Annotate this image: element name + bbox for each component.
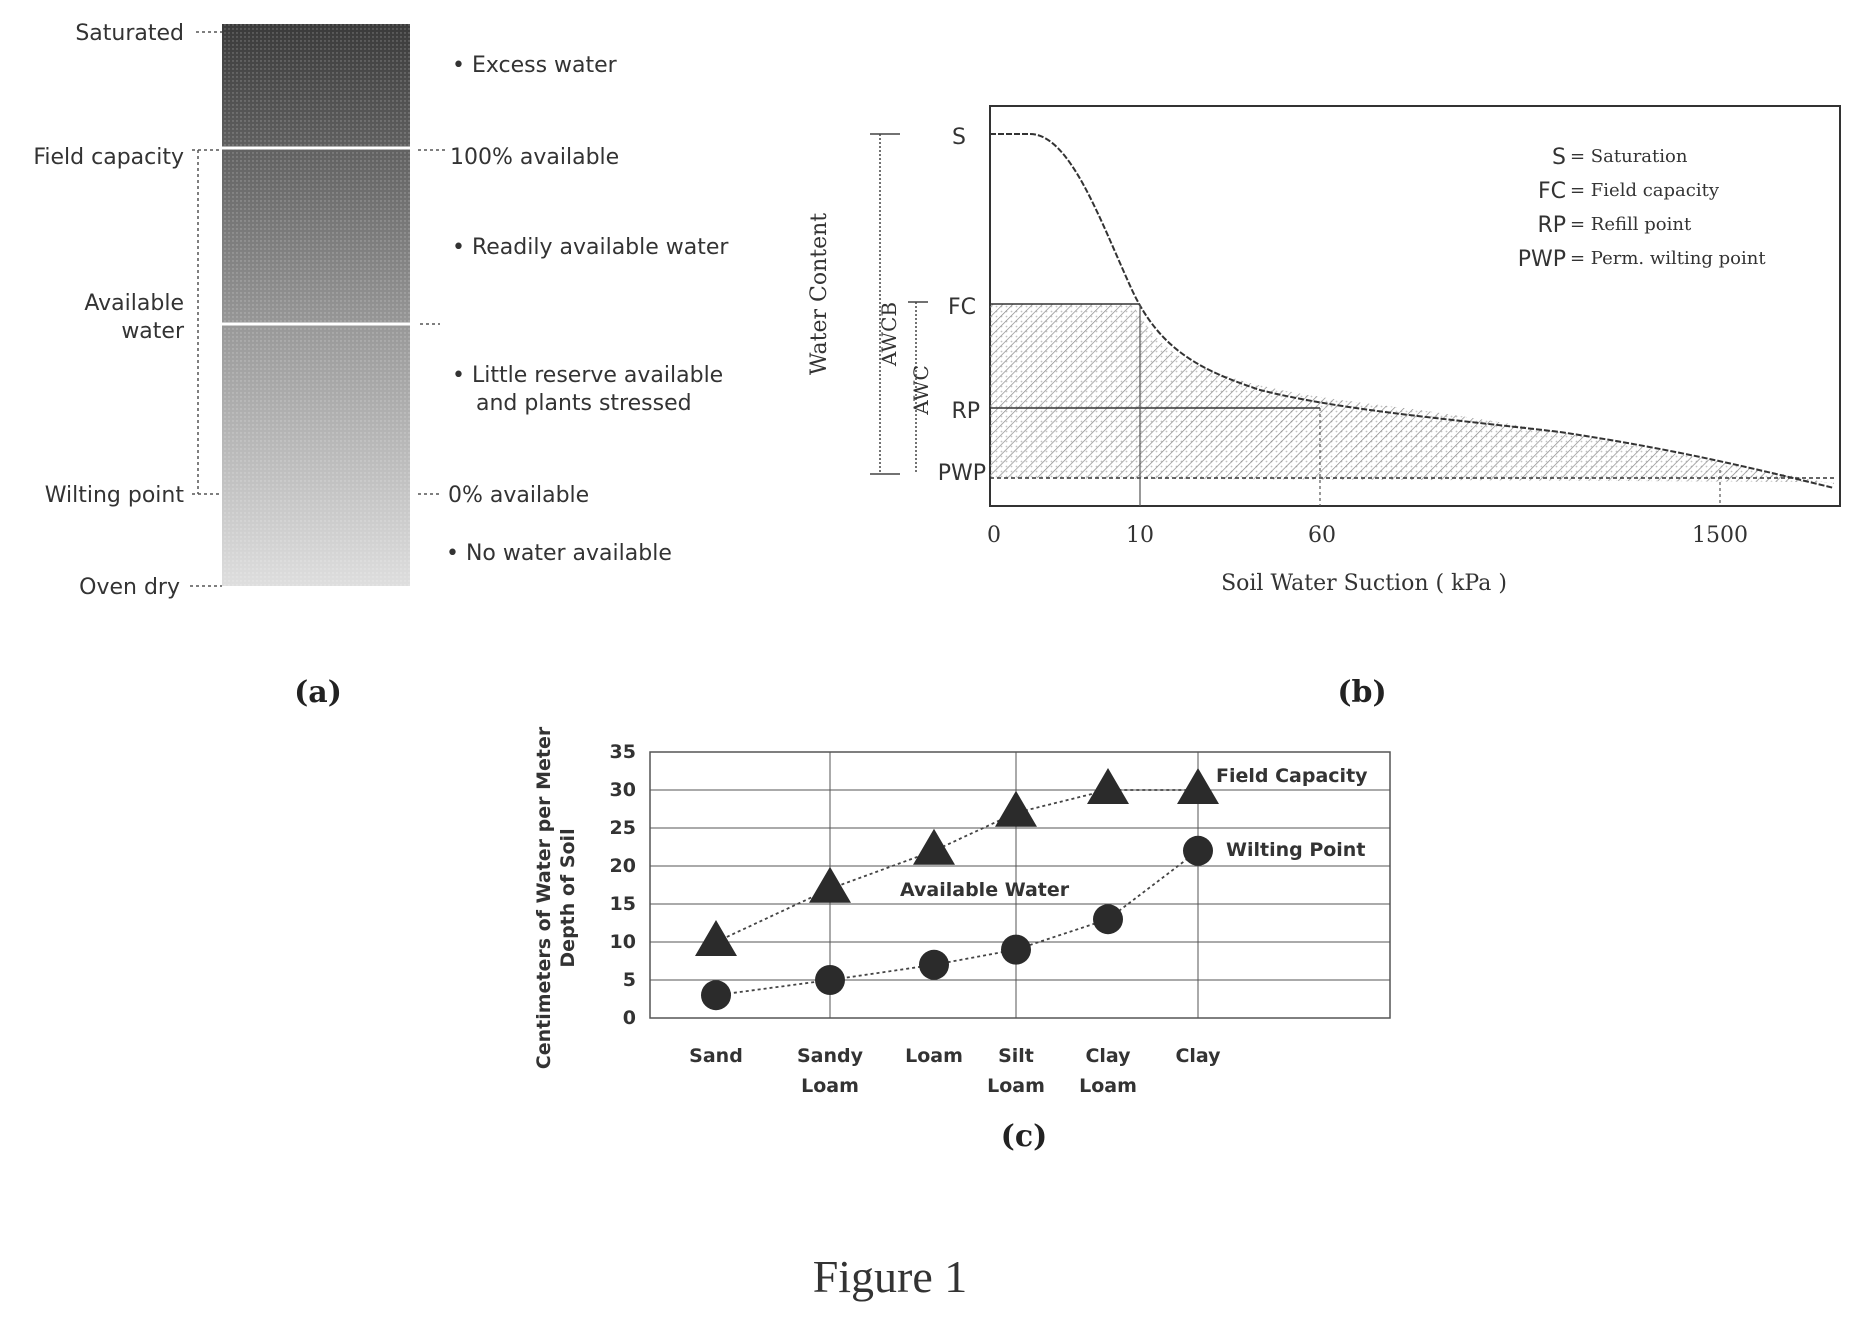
y-tick-label: 20 xyxy=(610,855,636,877)
legend-fc-abbr: FC xyxy=(1538,179,1566,204)
series-line-wilting-point xyxy=(715,850,1199,997)
legend-pwp-desc: = Perm. wilting point xyxy=(1570,248,1766,269)
level-pwp: PWP xyxy=(938,461,986,486)
label-0pct-available: 0% available xyxy=(448,483,589,508)
panel-b-xlabel: Soil Water Suction ( kPa ) xyxy=(1221,571,1507,596)
label-available-water-1: Available xyxy=(84,291,184,316)
triangle-marker xyxy=(1087,768,1129,804)
awc-label: AWC xyxy=(909,365,933,416)
level-s: S xyxy=(952,125,966,150)
label-no-water: • No water available xyxy=(446,541,672,566)
triangle-marker xyxy=(695,920,737,956)
y-tick-label: 30 xyxy=(610,779,636,801)
y-tick-label: 25 xyxy=(610,817,636,839)
x-tick-label: Loam xyxy=(905,1045,963,1067)
chart-c-marks xyxy=(695,768,1219,1011)
circle-marker xyxy=(1001,934,1031,965)
series-line-field-capacity xyxy=(715,789,1198,943)
tick-1500: 1500 xyxy=(1692,523,1748,548)
chart-c-grid xyxy=(650,752,1390,1018)
triangle-marker xyxy=(913,828,955,865)
label-excess-water: • Excess water xyxy=(452,53,618,78)
panel-a-label: (a) xyxy=(294,675,342,710)
legend-rp-abbr: RP xyxy=(1537,213,1566,238)
legend-rp-desc: = Refill point xyxy=(1570,214,1692,235)
chart-c-ylabel-1: Centimeters of Water per Meter xyxy=(533,726,555,1069)
triangle-marker xyxy=(995,790,1037,827)
triangle-marker xyxy=(809,866,851,903)
legend-s-abbr: S xyxy=(1552,145,1566,170)
chart-c-xticks: Sand Sandy Loam Loam Silt Loam Clay Loam Clay xyxy=(689,1045,1221,1097)
legend-pwp-abbr: PWP xyxy=(1518,247,1566,272)
water-column-texture xyxy=(222,24,410,586)
y-tick-label: 5 xyxy=(623,969,636,991)
y-tick-label: 35 xyxy=(610,741,636,763)
awcb-label: AWCB xyxy=(877,302,901,367)
level-fc: FC xyxy=(948,295,976,320)
circle-marker xyxy=(815,965,845,995)
panel-b: S FC RP PWP AWCB AWC Water Content 0 10 … xyxy=(807,105,1841,710)
retention-curve xyxy=(990,133,1835,489)
circle-marker xyxy=(1183,835,1213,866)
label-available-water-2: water xyxy=(121,319,185,344)
label-little-reserve-1: • Little reserve available xyxy=(452,363,723,388)
panel-a: Saturated Field capacity Available water… xyxy=(33,21,729,710)
panel-b-ylabel: Water Content xyxy=(807,213,832,375)
chart-c-lines xyxy=(715,789,1199,997)
x-tick-label: Sandy xyxy=(797,1045,864,1067)
x-tick-label: Loam xyxy=(801,1075,859,1097)
label-oven-dry: Oven dry xyxy=(79,575,180,600)
y-tick-label: 15 xyxy=(610,893,636,915)
panel-c-label: (c) xyxy=(1001,1119,1048,1154)
figure-caption: Figure 1 xyxy=(813,1251,968,1302)
label-saturated: Saturated xyxy=(75,21,184,46)
tick-0: 0 xyxy=(987,523,1001,548)
triangle-marker xyxy=(1177,768,1219,804)
circle-marker xyxy=(701,980,731,1011)
available-water-stipple xyxy=(990,304,1834,484)
panel-b-legend: S = Saturation FC = Field capacity RP = … xyxy=(1518,145,1767,272)
label-field-capacity: Field capacity xyxy=(33,145,184,170)
panel-b-label: (b) xyxy=(1337,675,1386,710)
x-tick-label: Loam xyxy=(987,1075,1045,1097)
tick-60: 60 xyxy=(1308,523,1336,548)
x-tick-label: Clay xyxy=(1085,1045,1131,1067)
label-100pct-available: 100% available xyxy=(450,145,619,170)
series-label-field-capacity: Field Capacity xyxy=(1216,765,1368,787)
x-tick-label: Loam xyxy=(1079,1075,1137,1097)
panel-c: 0 5 10 15 20 25 30 35 Sand Sandy Loam Loam Silt Loam… xyxy=(533,726,1391,1154)
series-label-wilting-point: Wilting Point xyxy=(1226,839,1365,861)
circle-marker xyxy=(919,949,949,980)
y-tick-label: 10 xyxy=(610,931,636,953)
tick-10: 10 xyxy=(1126,523,1154,548)
level-rp: RP xyxy=(951,399,980,424)
chart-c-ylabel-2: Depth of Soil xyxy=(557,828,579,967)
legend-s-desc: = Saturation xyxy=(1570,146,1688,167)
circle-marker xyxy=(1093,904,1123,935)
label-little-reserve-2: and plants stressed xyxy=(476,391,692,416)
chart-c-yticks: 0 5 10 15 20 25 30 35 xyxy=(610,741,636,1029)
annotation-available-water: Available Water xyxy=(900,879,1070,901)
label-wilting-point: Wilting point xyxy=(45,483,185,508)
chart-c-frame xyxy=(649,751,1391,1019)
label-readily-available: • Readily available water xyxy=(452,235,729,260)
y-tick-label: 0 xyxy=(623,1007,636,1029)
x-tick-label: Silt xyxy=(998,1045,1034,1067)
x-tick-label: Clay xyxy=(1175,1045,1221,1067)
legend-fc-desc: = Field capacity xyxy=(1570,180,1720,201)
x-tick-label: Sand xyxy=(689,1045,743,1067)
